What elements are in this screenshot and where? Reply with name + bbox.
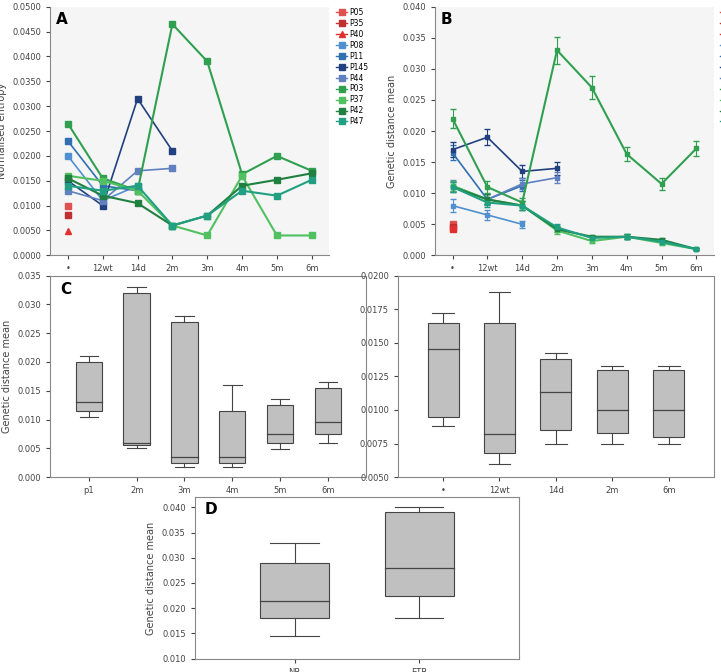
Y-axis label: Genetic distance mean: Genetic distance mean	[386, 75, 397, 187]
Bar	[260, 563, 329, 618]
Bar	[653, 370, 684, 437]
Bar	[428, 323, 459, 417]
Legend: P05, P35, P40, P08, P11, P145, P44, P03, P37, P42, P47: P05, P35, P40, P08, P11, P145, P44, P03,…	[336, 8, 368, 126]
Bar	[315, 388, 341, 434]
Bar	[219, 411, 245, 463]
Bar	[484, 323, 515, 453]
Bar	[597, 370, 628, 433]
Bar	[267, 405, 293, 443]
Bar	[76, 362, 102, 411]
Y-axis label: Genetic distance mean: Genetic distance mean	[146, 521, 156, 634]
Bar	[172, 322, 198, 463]
Text: A: A	[56, 11, 68, 27]
Bar	[385, 512, 454, 595]
Bar	[540, 359, 571, 430]
Y-axis label: Genetic distance mean: Genetic distance mean	[2, 320, 12, 433]
Text: D: D	[205, 502, 217, 517]
Y-axis label: Normalised entropy: Normalised entropy	[0, 83, 7, 179]
Bar	[123, 293, 150, 446]
Text: B: B	[441, 11, 452, 27]
Text: C: C	[60, 282, 71, 296]
